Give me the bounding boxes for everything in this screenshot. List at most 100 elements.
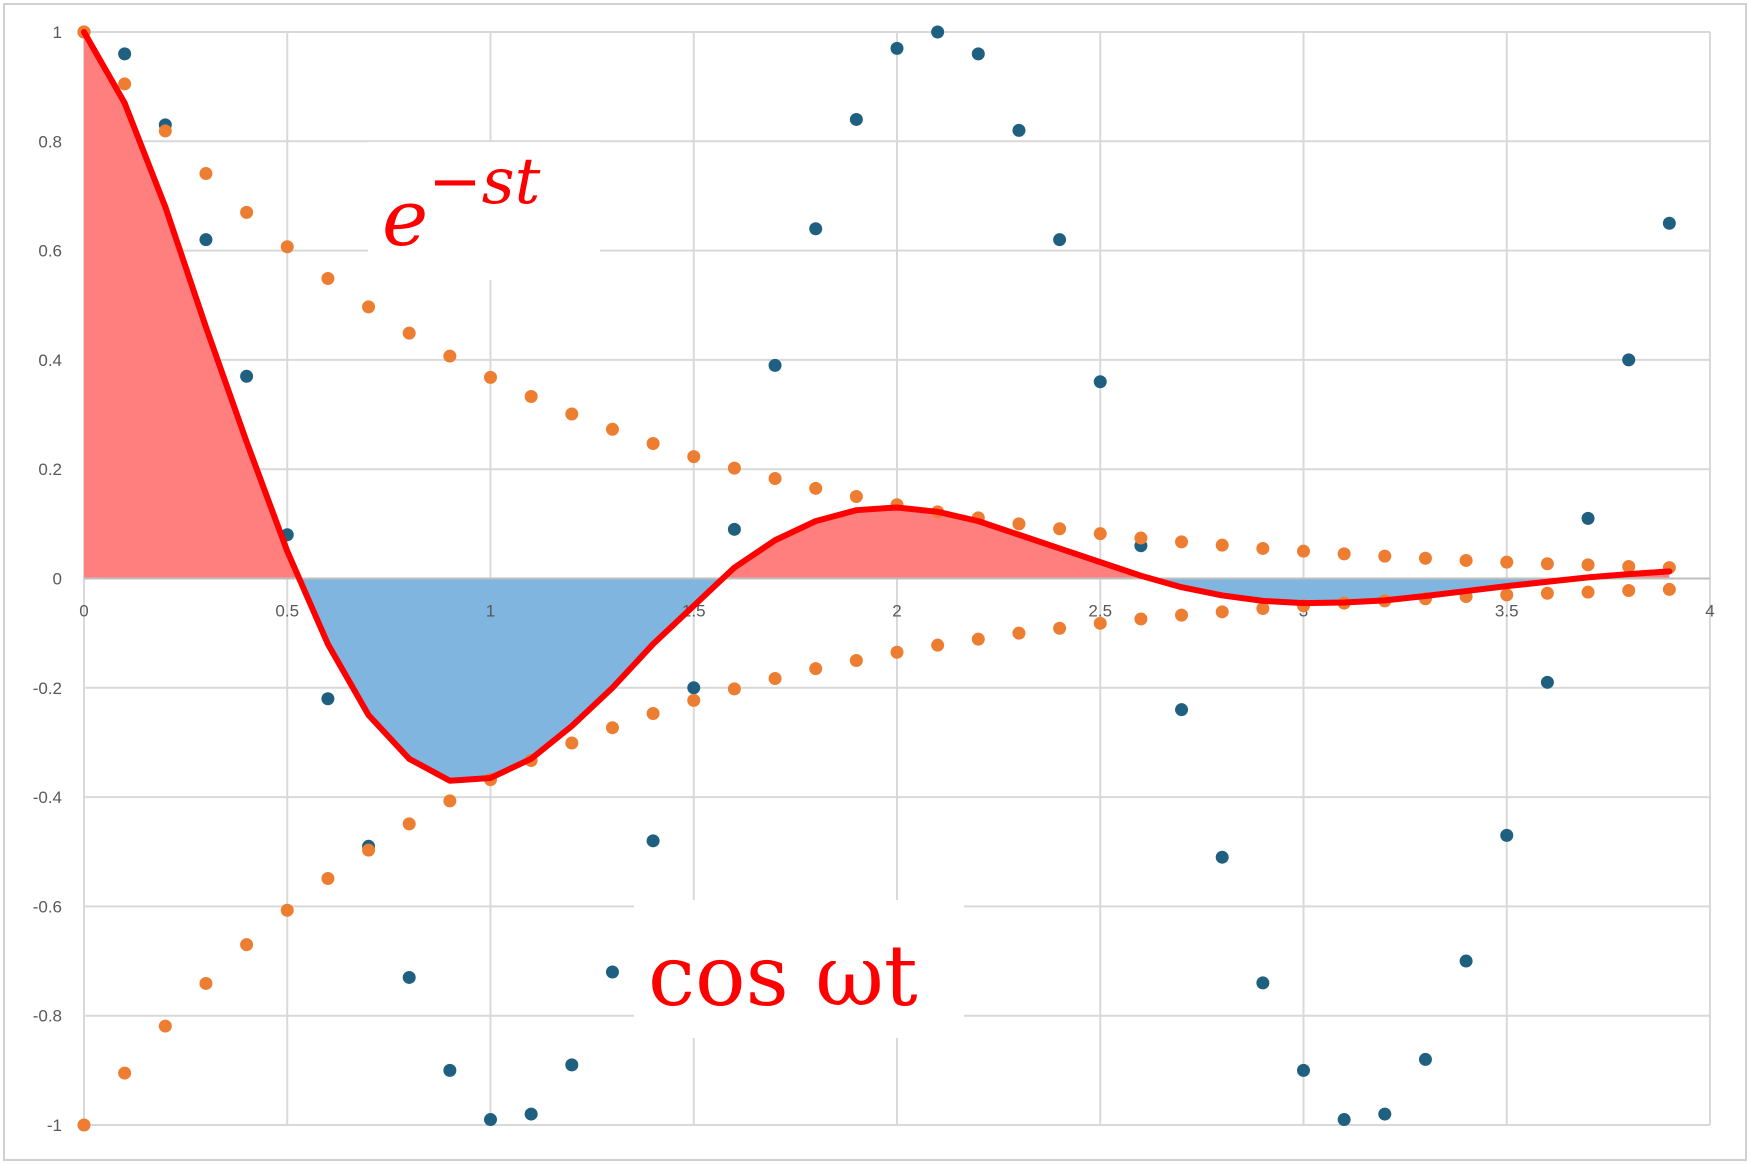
cosine-point xyxy=(768,358,782,372)
envelope-point xyxy=(321,872,335,886)
cosine-point xyxy=(199,233,213,247)
x-tick-label: 2 xyxy=(892,602,901,621)
envelope-point xyxy=(321,271,335,285)
envelope-point xyxy=(362,843,376,857)
annotation-exp-superscript: −st xyxy=(428,145,540,219)
envelope-point xyxy=(199,167,213,181)
cosine-point xyxy=(1012,123,1026,137)
y-tick-label: -1 xyxy=(47,1116,62,1135)
envelope-point xyxy=(1622,584,1636,598)
envelope-point xyxy=(118,77,132,91)
x-tick-label: 1 xyxy=(486,602,495,621)
envelope-point xyxy=(890,645,904,659)
envelope-point xyxy=(768,672,782,686)
envelope-point xyxy=(687,693,701,707)
product-line xyxy=(81,29,1673,784)
x-tick-label: 2.5 xyxy=(1088,602,1112,621)
envelope-point xyxy=(199,976,213,990)
envelope-point xyxy=(1134,531,1148,545)
envelope-point xyxy=(646,706,660,720)
product-curve xyxy=(81,29,1673,784)
cosine-point xyxy=(402,970,416,984)
envelope-point xyxy=(1418,551,1432,565)
cosine-point xyxy=(890,41,904,55)
annotation-exp: e−st xyxy=(382,145,541,264)
envelope-point xyxy=(605,721,619,735)
envelope-point xyxy=(1053,621,1067,635)
cosine-point xyxy=(443,1063,457,1077)
envelope-point xyxy=(1012,626,1026,640)
cosine-point xyxy=(1581,511,1595,525)
envelope-point xyxy=(158,1019,172,1033)
envelope-point xyxy=(931,638,945,652)
envelope-point xyxy=(1540,557,1554,571)
envelope-point xyxy=(1581,585,1595,599)
envelope-point xyxy=(402,326,416,340)
cosine-point xyxy=(240,369,254,383)
scatter-points xyxy=(77,25,1676,1132)
envelope-point xyxy=(1622,559,1636,573)
envelope-point xyxy=(809,662,823,676)
envelope-point xyxy=(687,450,701,464)
cosine-point xyxy=(931,25,945,39)
cosine-point xyxy=(484,1113,497,1127)
envelope-point xyxy=(727,461,741,475)
envelope-point xyxy=(77,1118,91,1132)
cosine-point xyxy=(321,692,335,706)
cosine-point xyxy=(1622,353,1636,367)
envelope-point xyxy=(443,794,457,808)
envelope-point xyxy=(1215,605,1229,619)
envelope-point xyxy=(1500,588,1514,602)
envelope-point xyxy=(1053,522,1067,536)
cosine-point xyxy=(1459,954,1473,968)
cosine-point xyxy=(1215,850,1229,864)
envelope-point xyxy=(849,490,863,504)
cosine-point xyxy=(646,834,660,848)
annotation-exp-background xyxy=(368,142,600,280)
envelope-point xyxy=(240,938,254,952)
envelope-point xyxy=(280,903,294,917)
envelope-point xyxy=(565,407,579,421)
cosine-point xyxy=(1297,1063,1310,1077)
envelope-point xyxy=(1093,527,1107,541)
y-tick-label: -0.4 xyxy=(33,788,62,807)
envelope-point xyxy=(118,1066,132,1080)
x-tick-label: 3.5 xyxy=(1495,602,1519,621)
axes: 00.511.522.533.5410.80.60.40.20-0.2-0.4-… xyxy=(33,23,1715,1135)
cosine-point xyxy=(1175,703,1189,717)
cosine-point xyxy=(971,47,985,61)
cosine-point xyxy=(524,1107,538,1121)
x-tick-label: 1.5 xyxy=(682,602,706,621)
envelope-point xyxy=(1378,549,1392,563)
x-tick-label: 0.5 xyxy=(275,602,299,621)
envelope-point xyxy=(1012,517,1026,531)
envelope-point xyxy=(565,736,579,750)
envelope-point xyxy=(1215,538,1229,552)
envelope-point xyxy=(402,817,416,831)
envelope-point xyxy=(849,653,863,667)
envelope-point xyxy=(443,349,457,363)
x-tick-label: 0 xyxy=(79,602,88,621)
cosine-point xyxy=(118,47,132,61)
cosine-point xyxy=(1053,233,1067,247)
envelope-point xyxy=(1662,582,1676,596)
y-tick-label: 0.6 xyxy=(38,242,62,261)
annotation-cos: cos ωt xyxy=(648,927,918,1025)
cosine-point xyxy=(1540,675,1554,689)
envelope-point xyxy=(1337,547,1351,561)
cosine-point xyxy=(849,112,863,126)
y-tick-label: 0.2 xyxy=(38,460,62,479)
cosine-point xyxy=(1378,1107,1392,1121)
cosine-point xyxy=(1337,1113,1351,1127)
y-tick-label: 0 xyxy=(53,570,62,589)
envelope-point xyxy=(646,437,660,451)
cosine-point xyxy=(1500,828,1514,842)
envelope-point xyxy=(1175,608,1189,622)
envelope-point xyxy=(362,300,376,314)
envelope-point xyxy=(768,471,782,485)
negative-area xyxy=(299,578,723,781)
envelope-point xyxy=(1134,612,1148,626)
envelope-point xyxy=(1093,616,1107,630)
envelope-point xyxy=(524,390,538,404)
